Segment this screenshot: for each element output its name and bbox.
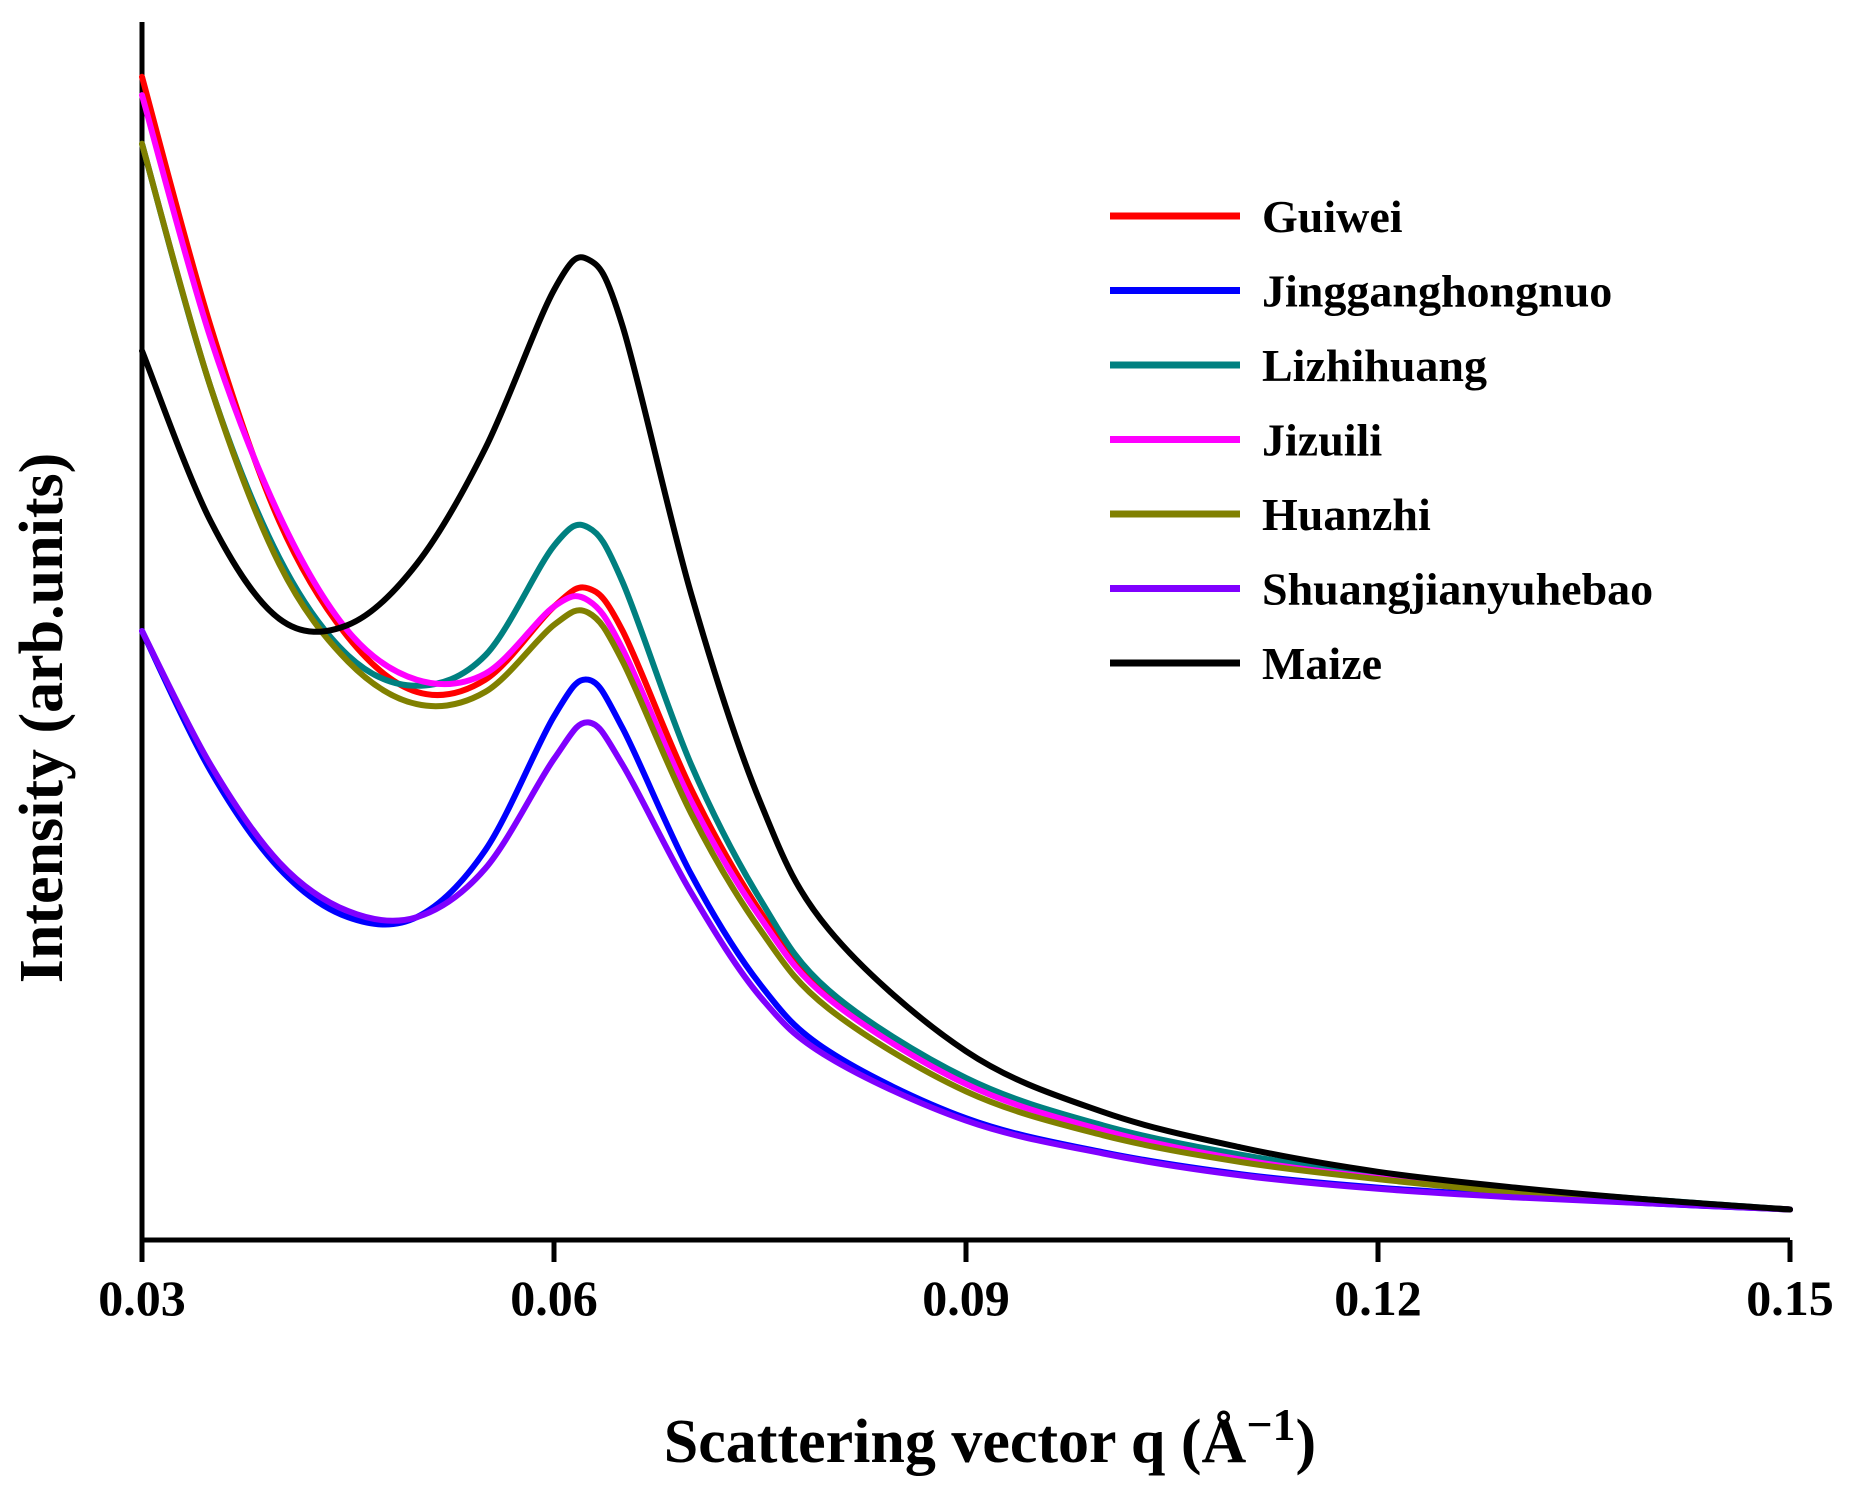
- x-axis-title-close: ): [1296, 1408, 1317, 1476]
- legend-label-jingganghongnuo: Jingganghongnuo: [1262, 266, 1612, 317]
- legend-label-guiwei: Guiwei: [1262, 191, 1403, 242]
- legend-label-huanzhi: Huanzhi: [1262, 489, 1431, 540]
- x-axis-title-main: Scattering vector q (Å: [664, 1408, 1247, 1476]
- legend-label-lizhihuang: Lizhihuang: [1262, 340, 1487, 391]
- x-tick-label: 0.12: [1334, 1270, 1422, 1326]
- plot-area: [139, 73, 1793, 1213]
- axes: 0.03 0.06 0.09 0.12 0.15: [98, 22, 1834, 1326]
- series-line-maize: [139, 254, 1793, 1213]
- x-tick-label: 0.03: [98, 1270, 186, 1326]
- legend-label-maize: Maize: [1262, 638, 1382, 689]
- legend-label-jizuili: Jizuili: [1262, 415, 1382, 466]
- x-axis-title: Scattering vector q (Å−1): [664, 1399, 1316, 1476]
- legend: Guiwei Jingganghongnuo Lizhihuang Jizuili Hu…: [1110, 191, 1653, 689]
- x-axis-title-superscript: −1: [1246, 1399, 1295, 1450]
- legend-label-shuangjianyuhebao: Shuangjianyuhebao: [1262, 564, 1653, 615]
- series-line-guiwei: [139, 73, 1793, 1213]
- series-line-huanzhi: [139, 140, 1793, 1213]
- series-line-jizuili: [139, 92, 1793, 1213]
- x-tick-label: 0.06: [510, 1270, 598, 1326]
- series-line-shuangjianyuhebao: [139, 628, 1793, 1213]
- x-tick-label: 0.09: [922, 1270, 1010, 1326]
- y-axis-title: Intensity (arb.units): [8, 453, 76, 984]
- x-tick-label: 0.15: [1746, 1270, 1834, 1326]
